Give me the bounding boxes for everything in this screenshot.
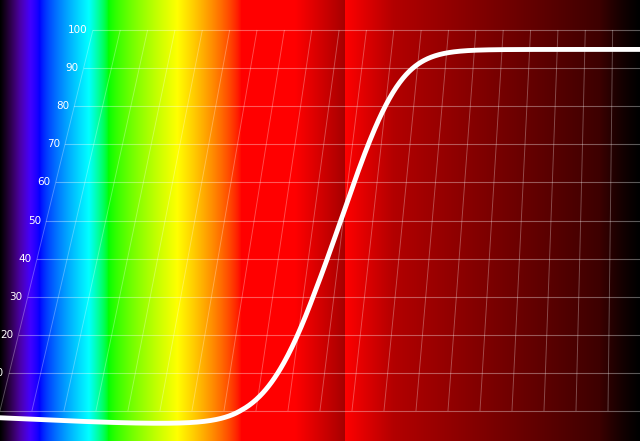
Text: 60: 60 [37,177,51,187]
Text: 100: 100 [68,26,88,35]
Text: 30: 30 [10,292,23,302]
Text: 20: 20 [0,329,13,340]
Text: 40: 40 [19,254,32,264]
Text: 90: 90 [65,64,79,74]
Text: 80: 80 [56,101,69,112]
Text: 50: 50 [28,216,41,225]
Text: 10: 10 [0,367,4,377]
Text: 70: 70 [47,139,60,149]
